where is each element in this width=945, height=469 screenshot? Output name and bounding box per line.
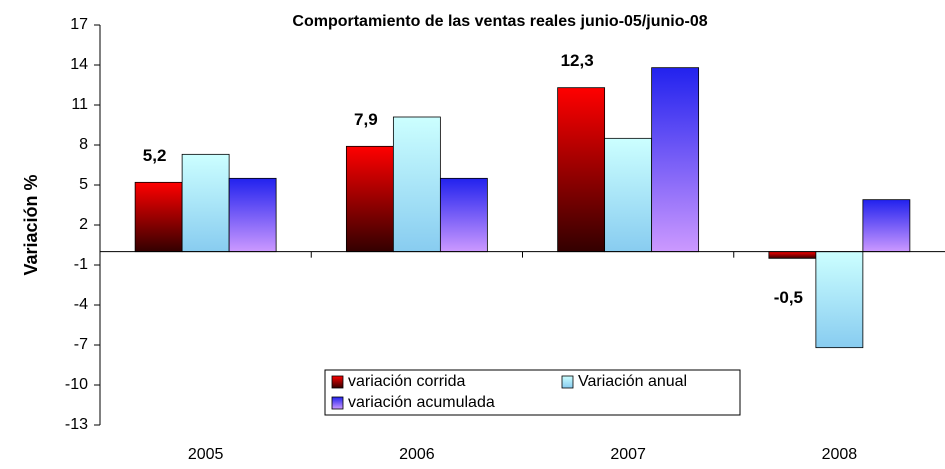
bar <box>815 251 864 349</box>
bar <box>604 137 653 253</box>
bar <box>862 199 911 253</box>
bar <box>392 116 441 253</box>
bar <box>181 153 230 253</box>
data-label: -0,5 <box>774 288 803 307</box>
y-tick-label: 14 <box>70 56 88 73</box>
bar <box>345 145 394 253</box>
bar <box>557 87 606 253</box>
data-label: 7,9 <box>354 110 378 129</box>
x-tick-label: 2007 <box>610 446 646 463</box>
y-tick-label: 5 <box>79 176 88 193</box>
legend-swatch <box>331 396 344 410</box>
bar <box>439 177 488 253</box>
x-tick-label: 2006 <box>399 446 435 463</box>
legend-swatch <box>331 375 344 389</box>
y-tick-label: -13 <box>65 416 88 433</box>
legend-box <box>324 369 741 416</box>
y-tick-label: 11 <box>71 96 88 113</box>
y-tick-label: 17 <box>70 16 88 33</box>
chart-title: Comportamiento de las ventas reales juni… <box>292 13 707 30</box>
legend-label: variación corrida <box>348 373 465 390</box>
y-tick-label: -4 <box>74 296 88 313</box>
legend-swatch <box>561 375 574 389</box>
y-tick-label: -1 <box>74 256 88 273</box>
y-tick-label: -10 <box>65 376 88 393</box>
x-tick-label: 2008 <box>822 446 858 463</box>
y-tick-label: -7 <box>74 336 88 353</box>
data-label: 5,2 <box>143 146 167 165</box>
bar <box>134 181 183 253</box>
y-tick-label: 8 <box>79 136 88 153</box>
data-label: 12,3 <box>561 51 594 70</box>
bar <box>228 177 277 253</box>
bar <box>651 67 700 253</box>
legend-label: Variación anual <box>578 373 687 390</box>
bar <box>768 251 817 259</box>
legend-label: variación acumulada <box>348 394 495 411</box>
y-axis-title: Variación % <box>21 174 41 275</box>
x-tick-label: 2005 <box>188 446 224 463</box>
y-tick-label: 2 <box>79 216 88 233</box>
